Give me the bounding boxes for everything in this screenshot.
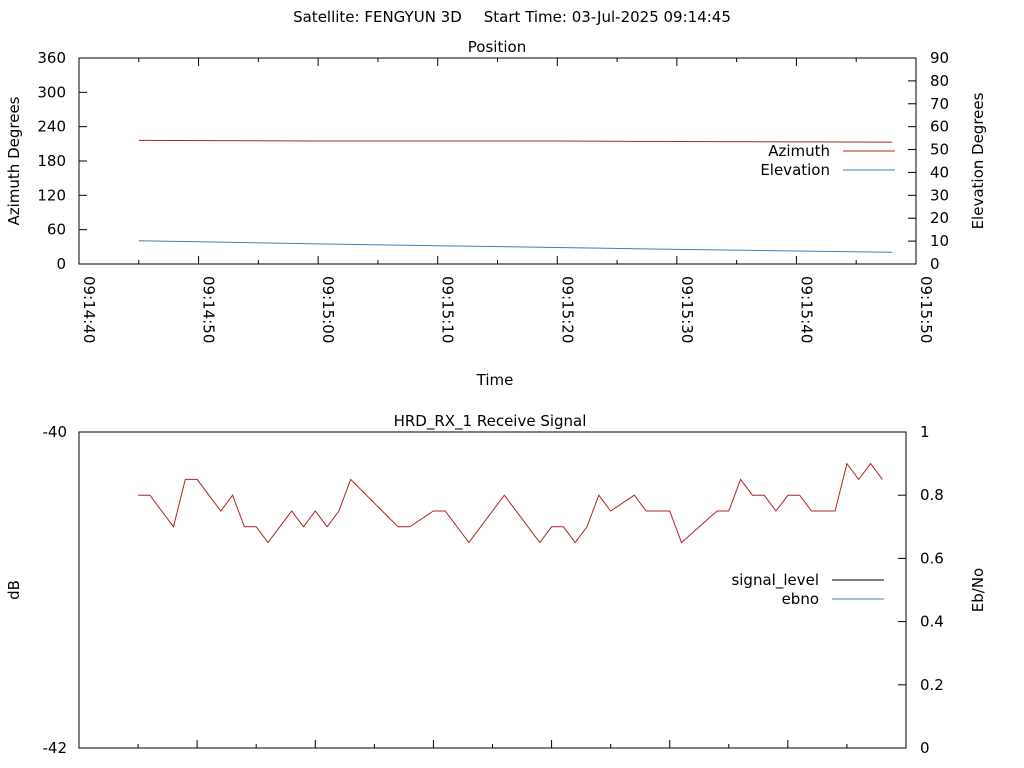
start-time: Start Time: 03-Jul-2025 09:14:45 [484,8,731,26]
position-chart-title: Position [468,38,526,56]
time-tick-label: 09:15:20 [558,276,576,343]
position-series [138,139,893,253]
ebno-tick-label: 0.8 [920,486,944,504]
position-axis-ticks: 0 60 120 180 240 300 360 0 10 20 30 40 50 60 70 80 90 09:… [37,49,949,343]
position-chart: Position 0 60 120 180 240 300 360 0 10 20 30 40 50 60… [5,38,987,389]
azimuth-tick-label: 360 [37,49,66,67]
ebno-series-line [138,462,883,544]
ebno-tick-label: 1 [920,423,930,441]
db-tick-label: -40 [43,423,68,441]
ebno-tick-label: 0.2 [920,676,944,694]
signal-axis-ticks: -42 -40 0 0.2 0.4 0.6 0.8 1 [43,423,944,757]
time-tick-label: 09:15:10 [439,276,457,343]
time-tick-label: 09:15:00 [319,276,337,343]
elevation-tick-label: 80 [930,72,949,90]
ebno-tick-label: 0 [920,739,930,757]
time-tick-label: 09:14:40 [80,276,98,343]
time-tick-label: 09:14:50 [200,276,218,343]
azimuth-tick-label: 240 [37,118,66,136]
time-tick-label: 09:15:50 [917,276,935,343]
db-axis-label: dB [5,580,23,600]
elevation-tick-label: 40 [930,163,949,181]
signal-series [138,462,883,544]
legend-signal-level-label: signal_level [731,571,819,590]
elevation-tick-label: 0 [930,255,940,273]
elevation-axis-label: Elevation Degrees [969,92,987,229]
time-axis-label: Time [476,371,514,389]
legend-azimuth-label: Azimuth [768,142,830,160]
elevation-tick-label: 10 [930,232,949,250]
elevation-tick-label: 20 [930,209,949,227]
azimuth-tick-label: 120 [37,186,66,204]
ebno-tick-label: 0.6 [920,549,944,567]
azimuth-tick-label: 180 [37,152,66,170]
signal-chart: HRD_RX_1 Receive Signal -42 -40 0 0.2 0.4 0.6… [5,412,987,757]
satellite-name: Satellite: FENGYUN 3D [293,8,462,26]
azimuth-axis-label: Azimuth Degrees [5,96,23,225]
elevation-tick-label: 90 [930,49,949,67]
db-tick-label: -42 [43,739,68,757]
elevation-series-line [138,240,893,253]
signal-legend: signal_level ebno [731,571,884,608]
azimuth-tick-label: 60 [47,221,66,239]
signal-chart-title: HRD_RX_1 Receive Signal [394,412,587,431]
legend-ebno-label: ebno [782,590,819,608]
position-legend: Azimuth Elevation [760,142,895,179]
azimuth-tick-label: 0 [56,255,66,273]
azimuth-tick-label: 300 [37,83,66,101]
figure-header: Satellite: FENGYUN 3D Start Time: 03-Jul-… [293,8,731,26]
time-tick-label: 09:15:40 [797,276,815,343]
ebno-tick-label: 0.4 [920,613,944,631]
azimuth-series-line [138,139,893,143]
time-tick-label: 09:15:30 [678,276,696,343]
ebno-axis-label: Eb/No [969,568,987,612]
elevation-tick-label: 50 [930,141,949,159]
elevation-tick-label: 30 [930,186,949,204]
legend-elevation-label: Elevation [760,161,830,179]
elevation-tick-label: 60 [930,118,949,136]
elevation-tick-label: 70 [930,95,949,113]
